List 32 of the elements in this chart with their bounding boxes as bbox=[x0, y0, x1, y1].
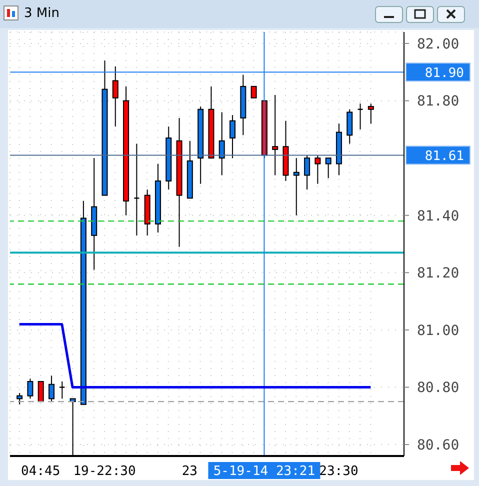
candlestick bbox=[16, 392, 23, 405]
candlestick bbox=[27, 378, 34, 400]
chart-title: 3 Min bbox=[24, 6, 60, 21]
x-tick-label: 23:30 bbox=[319, 464, 358, 479]
candlestick bbox=[368, 103, 374, 124]
candlestick bbox=[218, 112, 225, 176]
y-tick-label: 81.00 bbox=[417, 322, 460, 339]
y-tick-label: 80.60 bbox=[417, 438, 460, 454]
candlestick bbox=[38, 381, 44, 402]
y-tick-label: 82.00 bbox=[417, 36, 460, 52]
candlestick bbox=[134, 143, 140, 236]
candlestick bbox=[112, 66, 118, 128]
candlestick bbox=[230, 114, 236, 159]
ref-line-label: 81.61 bbox=[424, 149, 464, 164]
candlestick bbox=[304, 154, 310, 190]
x-tick-label: 19-22:30 bbox=[73, 464, 136, 479]
y-tick-label: 80.80 bbox=[417, 380, 460, 396]
y-tick-label: 81.40 bbox=[417, 208, 460, 224]
candlestick bbox=[272, 94, 278, 176]
x-tick-label: 5-19-14 23:21 bbox=[213, 464, 316, 479]
y-tick-label: 81.20 bbox=[417, 266, 460, 282]
candlestick bbox=[346, 108, 353, 144]
candlestick bbox=[59, 381, 66, 400]
candlestick bbox=[314, 154, 321, 184]
candlestick bbox=[293, 158, 300, 216]
ref-line-label: 81.90 bbox=[424, 66, 464, 82]
candlestick bbox=[250, 86, 257, 98]
x-tick-label: 04:45 bbox=[21, 464, 60, 479]
candlestick bbox=[325, 158, 332, 179]
y-tick-label: 81.80 bbox=[417, 94, 460, 110]
candlestick bbox=[48, 375, 55, 402]
x-tick-label: 23 bbox=[182, 464, 198, 479]
